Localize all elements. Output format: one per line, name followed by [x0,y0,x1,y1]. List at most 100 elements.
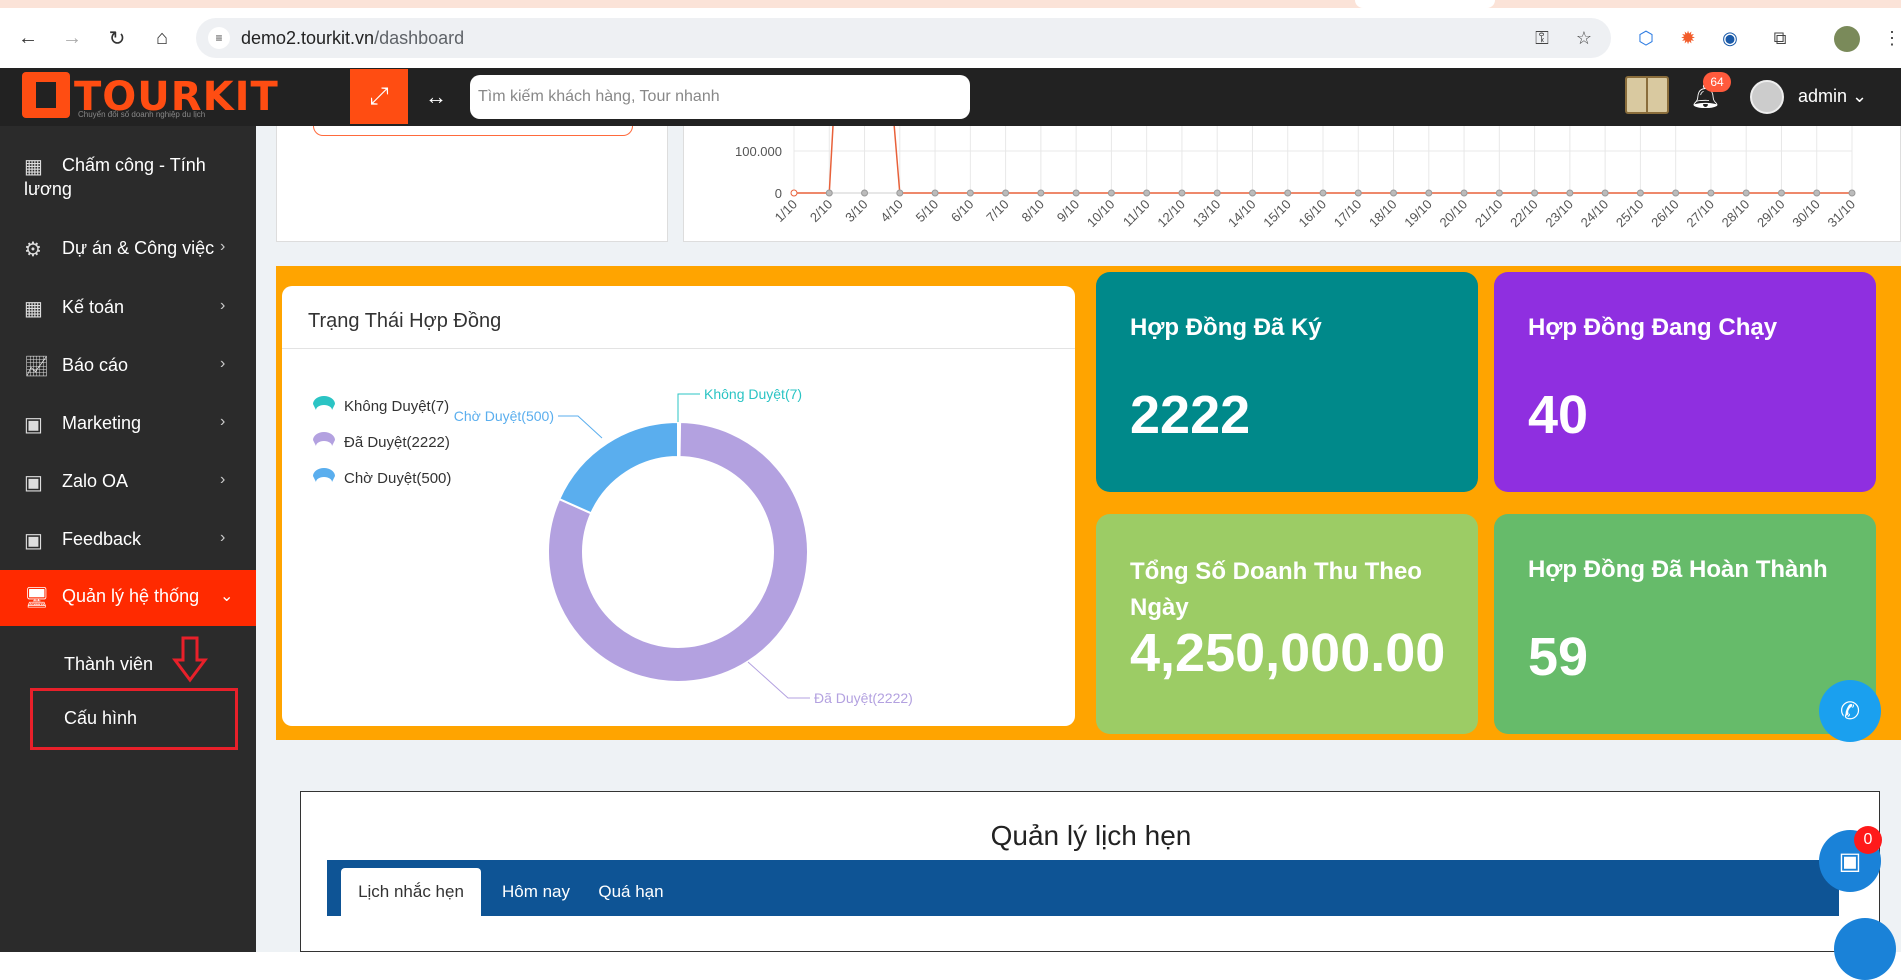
tab-strip [0,0,1901,8]
sidebar [0,126,256,952]
bookmark-star-icon[interactable]: ☆ [1575,27,1593,48]
donut-slice [547,420,809,683]
x-tick-label: 30/10 [1789,197,1823,231]
data-point [1742,189,1750,197]
x-tick-label: 25/10 [1613,197,1647,231]
feedback-icon: ▣ [24,530,43,552]
logo-tagline: Chuyển đổi số doanh nghiệp du lịch [78,110,206,119]
down-arrow-annotation [172,636,208,683]
toggle-sidebar-icon[interactable]: ↔ [425,84,447,109]
tab-qua-han[interactable]: Quá hạn [598,882,664,901]
callout-line [558,415,603,439]
sidebar-item-bao-cao[interactable]: 📈︎ Báo cáo › [0,339,256,393]
reload-icon[interactable]: ↻ [108,27,126,50]
x-tick-label: 26/10 [1648,197,1682,231]
x-tick-label: 9/10 [1054,197,1083,226]
fullscreen-button[interactable]: ⤢ [350,69,408,124]
profile-avatar-icon[interactable] [1834,26,1860,52]
chevron-right-icon: › [220,297,226,314]
extension-hex-icon[interactable]: ⬡ [1638,27,1654,48]
extensions-puzzle-icon[interactable]: ⧉ [1773,27,1787,48]
legend-label: Không Duyệt(7) [344,398,449,415]
chatbot-button[interactable] [1834,918,1896,980]
sidebar-item-du-an[interactable]: ⚙ Dự án & Công việc › [0,222,256,276]
forward-icon[interactable]: → [62,26,82,49]
data-point [1425,189,1433,197]
sidebar-item-label: Báo cáo [62,355,129,375]
x-tick-label: 21/10 [1472,197,1506,231]
sidebar-item-quan-ly-he-thong[interactable]: 🖥︎ Quản lý hệ thống ⌄ [0,570,256,626]
x-tick-label: 14/10 [1225,197,1259,231]
site-info-icon[interactable]: ≡ [208,27,230,49]
stat-title: Hợp Đồng Đang Chạy [1528,314,1778,341]
tab-lich-nhac-hen[interactable]: Lịch nhắc hẹn [341,868,481,916]
legend-swatch [313,396,335,410]
extension-blue-icon[interactable]: ◉ [1722,27,1738,48]
sidebar-subitem-thanh-vien[interactable]: Thành viên [64,654,154,674]
sidebar-item-label: Kế toán [62,297,125,317]
data-point [1178,189,1186,197]
data-point [1848,189,1856,197]
expand-icon: ⤢ [369,82,389,110]
donut-slice [557,420,679,515]
y-tick-label: 0 [775,186,782,201]
tourkit-logo[interactable]: TOURKIT Chuyển đổi số doanh nghiệp du lị… [22,72,278,122]
data-point [896,189,904,197]
data-point [1813,189,1821,197]
sidebar-item-label: Chấm công - Tính [62,155,206,175]
data-point [1319,189,1327,197]
call-button[interactable]: ✆ [1819,680,1881,742]
callout-label: Không Duyệt(7) [704,386,802,402]
data-point [1213,189,1221,197]
zalo-icon: ▣ [24,472,43,494]
sidebar-item-ke-toan[interactable]: ▦ Kế toán › [0,281,256,335]
sidebar-item-feedback[interactable]: ▣ Feedback › [0,513,256,567]
sidebar-item-zalo-oa[interactable]: ▣ Zalo OA › [0,455,256,509]
home-icon[interactable]: ⌂ [155,26,169,49]
x-tick-label: 18/10 [1366,197,1400,231]
sidebar-item-cham-cong[interactable]: ▦ Chấm công - Tính lương [0,148,256,214]
donut-chart-svg: Không Duyệt(7) Chờ Duyệt(500) Đã Duyệt(222… [313,386,913,706]
contract-status-card: Trạng Thái Hợp Đồng Không Duyệt(7) Chờ Du… [282,286,1075,726]
data-point [1566,189,1574,197]
stat-card-revenue: Tổng Số Doanh Thu Theo Ngày 4,250,000.00 [1096,514,1478,734]
callout-label: Đã Duyệt(2222) [814,690,913,706]
back-icon[interactable]: ← [18,26,38,49]
monitor-icon: 🖥︎ [24,587,50,609]
stat-card-completed: Hợp Đồng Đã Hoàn Thành 59 [1494,514,1876,734]
book-icon[interactable] [1625,76,1669,114]
browser-menu-icon[interactable]: ⋮ [1883,27,1901,48]
url-text[interactable]: demo2.tourkit.vn/dashboard [241,28,465,48]
stat-value: 2222 [1130,385,1251,445]
callout-label: Chờ Duyệt(500) [454,408,554,424]
sidebar-subitem-cau-hinh[interactable]: Cấu hình [64,708,138,728]
legend-swatch [313,468,335,482]
stat-value: 40 [1528,385,1589,445]
x-tick-label: 16/10 [1296,197,1330,231]
data-point [790,189,798,197]
tab-hom-nay[interactable]: Hôm nay [501,882,571,901]
extension-fire-icon[interactable]: ✹ [1680,27,1696,48]
marketing-icon: ▣ [24,414,43,436]
user-menu[interactable]: admin ⌄ [1798,86,1868,106]
sidebar-item-label: Quản lý hệ thống [62,586,200,606]
project-icon: ⚙ [24,239,42,261]
search-input[interactable] [470,75,970,119]
card-title: Trạng Thái Hợp Đồng [308,310,502,332]
sidebar-item-label-line2: lương [24,179,72,199]
sidebar-item-marketing[interactable]: ▣ Marketing › [0,397,256,451]
notification-badge: 64 [1703,72,1731,92]
appointment-tabs: Lịch nhắc hẹn Hôm nay Quá hạn [327,860,1839,916]
password-key-icon[interactable]: ⚿ [1535,27,1549,48]
data-point [1531,189,1539,197]
data-point [1037,189,1045,197]
address-bar[interactable] [196,18,1611,58]
avatar[interactable] [1750,80,1784,114]
chevron-right-icon: › [220,355,226,372]
appointment-card: Quản lý lịch hẹn Lịch nhắc hẹn Hôm nay Q… [300,791,1880,952]
x-tick-label: 6/10 [948,197,977,226]
highlight-box [30,688,238,750]
sidebar-item-label: Feedback [62,529,142,549]
legend-label: Chờ Duyệt(500) [344,470,451,487]
